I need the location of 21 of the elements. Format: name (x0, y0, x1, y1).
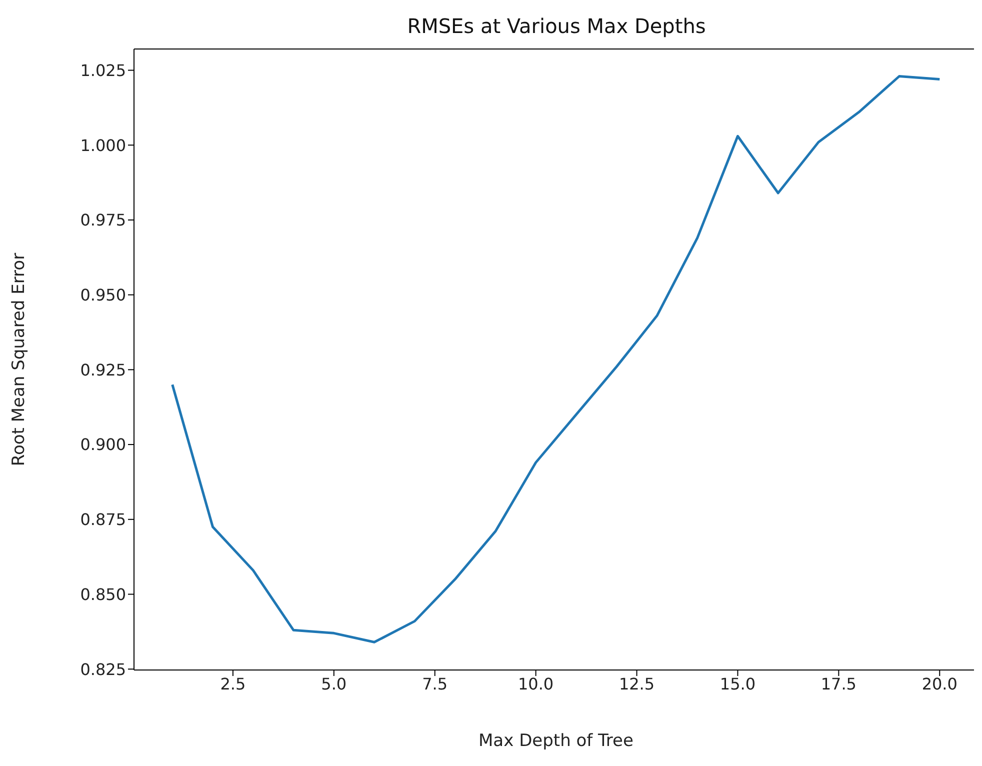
x-axis-title: Max Depth of Tree (478, 731, 634, 751)
x-tick-label: 12.5 (618, 674, 655, 694)
y-tick-label: 0.825 (80, 660, 126, 679)
chart-title: RMSEs at Various Max Depths (406, 14, 707, 38)
x-tick-label: 15.0 (720, 674, 756, 694)
y-tick-label: 0.875 (80, 510, 126, 530)
y-tick-label: 0.950 (80, 286, 126, 305)
x-tick-label: 17.5 (820, 674, 856, 694)
y-tick-label: 0.900 (80, 435, 126, 454)
y-tick-label: 0.975 (80, 210, 126, 230)
x-tick-label: 10.0 (518, 674, 554, 694)
y-tick-label: 1.000 (80, 136, 126, 155)
y-tick-label: 0.925 (80, 360, 126, 380)
x-tick-label: 2.5 (220, 674, 246, 694)
x-tick-label: 7.5 (422, 674, 448, 694)
y-tick-label: 0.850 (80, 584, 126, 604)
x-tick-label: 5.0 (321, 674, 347, 694)
y-axis-title: Root Mean Squared Error (9, 252, 30, 466)
x-tick-label: 20.0 (922, 674, 958, 694)
y-tick-label: 1.025 (80, 60, 126, 80)
line-series (171, 74, 941, 644)
